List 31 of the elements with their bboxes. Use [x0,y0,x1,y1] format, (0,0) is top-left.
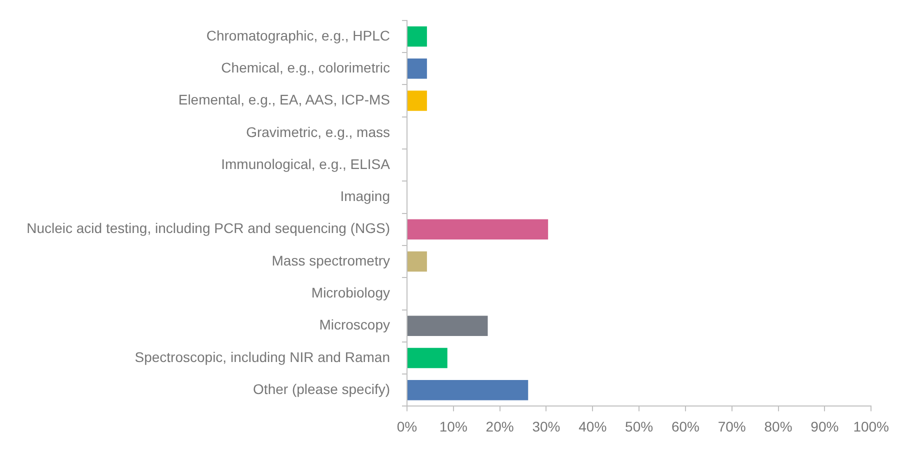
x-tick-label: 100% [853,418,890,434]
bar [408,251,427,272]
bar [408,90,427,111]
y-tick-label: Spectroscopic, including NIR and Raman [134,348,390,365]
y-tick-label: Chromatographic, e.g., HPLC [206,27,390,44]
x-tick-label: 10% [439,418,468,434]
y-tick-label: Other (please specify) [253,380,390,397]
bar [408,219,548,240]
y-tick-label: Nucleic acid testing, including PCR and sequencing (NGS) [26,220,390,236]
bar [408,348,448,368]
y-tick-label: Immunological, e.g., ELISA [221,156,391,172]
y-tick-label: Imaging [340,188,390,204]
x-tick-label: 50% [625,418,654,434]
x-tick-label: 30% [532,418,560,434]
x-tick-label: 20% [486,418,514,434]
x-tick-label: 70% [718,418,746,434]
x-tick-label: 90% [810,418,839,434]
bar [408,316,488,336]
x-tick-label: 40% [578,418,607,434]
x-tick-label: 0% [396,418,418,434]
y-tick-label: Microbiology [311,284,390,301]
x-tick-label: 80% [764,418,792,434]
y-tick-label: Chemical, e.g., colorimetric [221,59,390,76]
y-tick-label: Mass spectrometry [272,252,390,268]
bar [408,26,427,47]
bar [408,380,528,400]
y-tick-label: Elemental, e.g., EA, AAS, ICP-MS [178,92,390,108]
y-tick-label: Gravimetric, e.g., mass [246,124,390,140]
x-tick-label: 60% [671,418,700,434]
bar [408,58,427,79]
y-tick-label: Microscopy [319,316,390,333]
